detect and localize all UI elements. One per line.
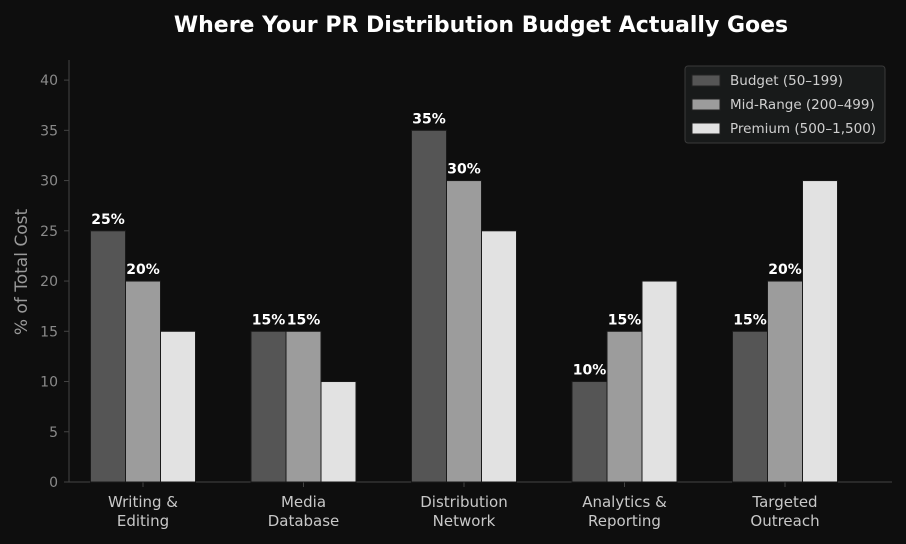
y-tick-label: 25 <box>40 224 58 240</box>
data-label: 20% <box>126 262 160 278</box>
legend-swatch <box>691 74 721 87</box>
legend-label: Mid-Range (200–499) <box>730 97 875 113</box>
y-tick-label: 15 <box>40 324 58 340</box>
data-label: 20% <box>768 262 802 278</box>
legend-box <box>684 65 886 144</box>
axes: 0 5 10 15 20 25 30 35 40 Writing & Editing Media Dat… <box>40 60 892 530</box>
bar <box>802 180 838 483</box>
x-tick-label: Distribution Network <box>420 493 508 530</box>
data-label: 30% <box>447 162 481 178</box>
y-tick-label: 35 <box>40 123 58 139</box>
bar <box>250 330 287 483</box>
legend-swatch <box>691 98 721 111</box>
x-tick-label: Analytics & Reporting <box>582 493 667 530</box>
bar <box>320 381 357 483</box>
bar <box>90 230 126 483</box>
data-label: 15% <box>252 312 286 328</box>
legend: Budget (50–199) Mid-Range (200–499) Premiu… <box>684 65 886 144</box>
y-tick-label: 30 <box>40 174 58 190</box>
x-tick-label: Writing & Editing <box>108 493 178 530</box>
data-label: 15% <box>608 312 642 328</box>
bar <box>411 129 447 483</box>
bar <box>571 381 608 483</box>
data-label: 35% <box>412 111 446 127</box>
bar <box>160 330 196 483</box>
y-tick-label: 10 <box>40 375 58 391</box>
legend-swatch <box>691 122 721 135</box>
y-tick-label: 20 <box>40 274 58 290</box>
data-label: 15% <box>733 312 767 328</box>
bar <box>767 280 803 483</box>
bar <box>641 280 678 483</box>
bar <box>606 330 643 483</box>
bar <box>285 330 322 483</box>
bar <box>125 280 161 483</box>
y-tick-label: 5 <box>49 425 58 441</box>
bar <box>481 230 517 483</box>
x-tick-label: Targeted Outreach <box>750 493 819 530</box>
x-tick-label: Media Database <box>268 493 340 530</box>
bar <box>446 180 482 483</box>
legend-label: Premium (500–1,500) <box>730 121 876 137</box>
chart-title: Where Your PR Distribution Budget Actual… <box>174 13 788 38</box>
y-tick-label: 40 <box>40 73 58 89</box>
y-axis-title: % of Total Cost <box>12 209 32 336</box>
data-label: 15% <box>287 312 321 328</box>
y-tick-label: 0 <box>49 475 58 491</box>
data-label: 25% <box>91 212 125 228</box>
bar <box>732 330 768 483</box>
bars: 25%20%15% 15%35%30%10%15% 15%20% <box>90 111 838 483</box>
data-label: 10% <box>573 363 607 379</box>
legend-label: Budget (50–199) <box>730 73 843 89</box>
